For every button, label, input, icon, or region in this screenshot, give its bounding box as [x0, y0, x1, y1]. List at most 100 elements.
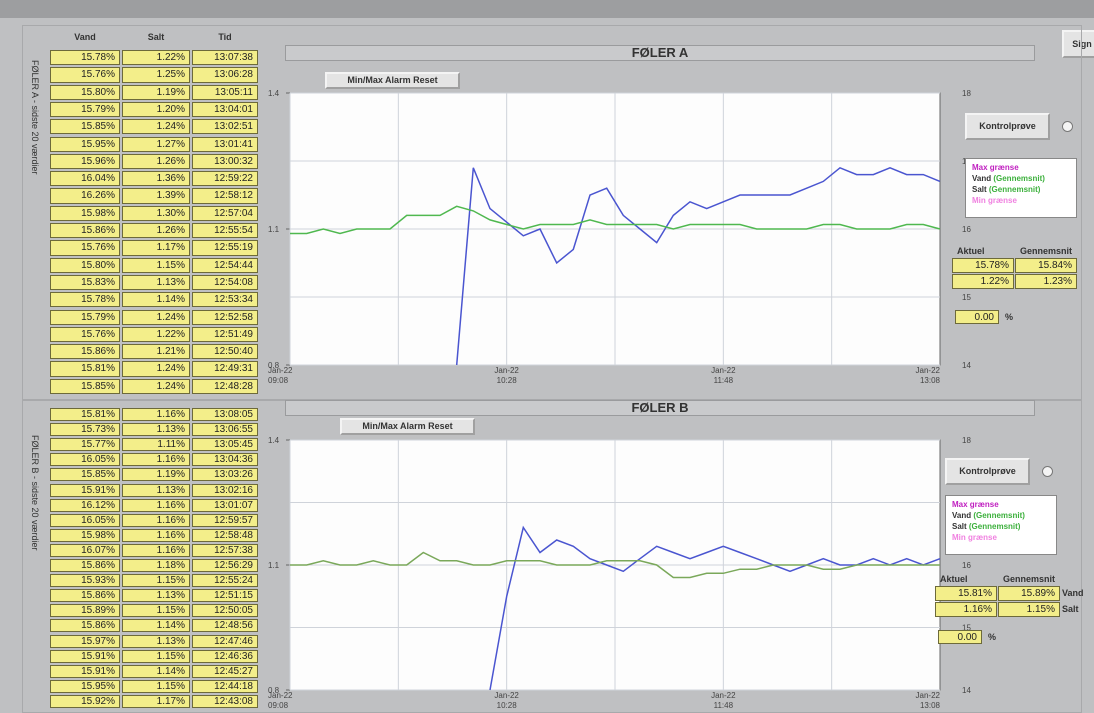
- table-cell: 15.76%: [50, 240, 120, 255]
- table-cell: 15.85%: [50, 379, 120, 394]
- table-cell: 15.83%: [50, 275, 120, 290]
- table-cell: 12:48:56: [192, 619, 258, 632]
- table-cell: 16.05%: [50, 514, 120, 527]
- table-cell: 1.16%: [122, 514, 190, 527]
- reset-button[interactable]: Min/Max Alarm Reset: [325, 72, 460, 89]
- table-cell: 13:01:41: [192, 137, 258, 152]
- legend-note: (Gennemsnit): [991, 174, 1045, 183]
- table-cell: 1.14%: [122, 665, 190, 678]
- table-cell: 12:48:28: [192, 379, 258, 394]
- table-cell: 12:50:05: [192, 604, 258, 617]
- table-cell: 15.80%: [50, 85, 120, 100]
- table-cell: 16.12%: [50, 499, 120, 512]
- table-cell: 15.73%: [50, 423, 120, 436]
- status-row-label: Vand: [1062, 586, 1086, 601]
- table-cell: 1.22%: [122, 50, 190, 65]
- table-cell: 1.18%: [122, 559, 190, 572]
- table-cell: 13:00:32: [192, 154, 258, 169]
- table-cell: 1.20%: [122, 102, 190, 117]
- table-cell: 1.13%: [122, 589, 190, 602]
- deviation-unit: %: [1002, 310, 1016, 324]
- legend-note: (Gennemsnit): [967, 522, 1021, 531]
- table-cell: 1.15%: [122, 604, 190, 617]
- table-cell: 15.85%: [50, 119, 120, 134]
- indicator: [1062, 121, 1073, 132]
- legend-label: Max grænse: [972, 163, 1019, 172]
- table-cell: 13:04:36: [192, 453, 258, 466]
- table-cell: 1.17%: [122, 240, 190, 255]
- table-cell: 15.86%: [50, 223, 120, 238]
- table-cell: 1.22%: [122, 327, 190, 342]
- legend-entry: Salt (Gennemsnit): [972, 184, 1070, 195]
- table-cell: 1.21%: [122, 344, 190, 359]
- legend-label: Vand: [952, 511, 971, 520]
- table-cell: 13:03:26: [192, 468, 258, 481]
- table-cell: 1.24%: [122, 379, 190, 394]
- table-cell: 1.16%: [122, 529, 190, 542]
- table-cell: 13:05:11: [192, 85, 258, 100]
- table-cell: 15.98%: [50, 206, 120, 221]
- table-cell: 1.11%: [122, 438, 190, 451]
- table-cell: 15.79%: [50, 310, 120, 325]
- table-cell: 15.78%: [50, 50, 120, 65]
- legend-label: Min grænse: [972, 196, 1017, 205]
- table-cell: 13:06:28: [192, 67, 258, 82]
- legend-label: Min grænse: [952, 533, 997, 542]
- status-header: Gennemsnit: [1003, 573, 1063, 585]
- status-gennemsnit: 1.23%: [1015, 274, 1077, 289]
- legend: Max grænse Vand (Gennemsnit)Salt (Gennems…: [945, 495, 1057, 555]
- table-cell: 15.78%: [50, 292, 120, 307]
- table-header: Tid: [192, 30, 258, 45]
- table-cell: 12:55:24: [192, 574, 258, 587]
- screen: 1.41.10.81817161514Jan-2209:08Jan-2210:2…: [0, 0, 1094, 713]
- table-cell: 13:01:07: [192, 499, 258, 512]
- table-cell: 15.91%: [50, 665, 120, 678]
- table-cell: 12:54:44: [192, 258, 258, 273]
- deviation-value: 0.00: [955, 310, 999, 324]
- legend-entry: Salt (Gennemsnit): [952, 521, 1050, 532]
- table-cell: 1.19%: [122, 85, 190, 100]
- legend-note: (Gennemsnit): [987, 185, 1041, 194]
- table-cell: 15.86%: [50, 619, 120, 632]
- table-cell: 1.13%: [122, 423, 190, 436]
- status-header: Aktuel: [940, 573, 1000, 585]
- status-header: Aktuel: [957, 245, 1017, 257]
- table-cell: 15.98%: [50, 529, 120, 542]
- legend-entry: Min grænse: [952, 532, 1050, 543]
- legend-label: Salt: [952, 522, 967, 531]
- table-header: Vand: [50, 30, 120, 45]
- status-gennemsnit: 15.84%: [1015, 258, 1077, 273]
- table-cell: 13:04:01: [192, 102, 258, 117]
- table-cell: 1.13%: [122, 484, 190, 497]
- table-cell: 1.15%: [122, 258, 190, 273]
- table-cell: 12:56:29: [192, 559, 258, 572]
- status-row-label: Salt: [1062, 602, 1086, 617]
- table-cell: 12:57:04: [192, 206, 258, 221]
- status-gennemsnit: 15.89%: [998, 586, 1060, 601]
- status-aktuel: 1.22%: [952, 274, 1014, 289]
- table-cell: 1.13%: [122, 275, 190, 290]
- table-cell: 1.19%: [122, 468, 190, 481]
- table-cell: 15.93%: [50, 574, 120, 587]
- status-aktuel: 15.81%: [935, 586, 997, 601]
- legend-entry: Max grænse: [972, 162, 1070, 173]
- table-cell: 15.76%: [50, 67, 120, 82]
- panel-title: FØLER B: [285, 400, 1035, 416]
- table-cell: 1.24%: [122, 119, 190, 134]
- legend-label: Salt: [972, 185, 987, 194]
- reset-button[interactable]: Min/Max Alarm Reset: [340, 418, 475, 435]
- table-cell: 15.81%: [50, 361, 120, 376]
- table-cell: 1.14%: [122, 292, 190, 307]
- table-cell: 1.17%: [122, 695, 190, 708]
- table-cell: 16.04%: [50, 171, 120, 186]
- legend-entry: Min grænse: [972, 195, 1070, 206]
- table-cell: 15.76%: [50, 327, 120, 342]
- table-cell: 15.92%: [50, 695, 120, 708]
- table-cell: 1.24%: [122, 310, 190, 325]
- control-button[interactable]: Kontrolprøve: [965, 113, 1050, 140]
- legend-label: Max grænse: [952, 500, 999, 509]
- table-cell: 15.79%: [50, 102, 120, 117]
- legend-entry: Max grænse: [952, 499, 1050, 510]
- table-cell: 13:07:38: [192, 50, 258, 65]
- control-button[interactable]: Kontrolprøve: [945, 458, 1030, 485]
